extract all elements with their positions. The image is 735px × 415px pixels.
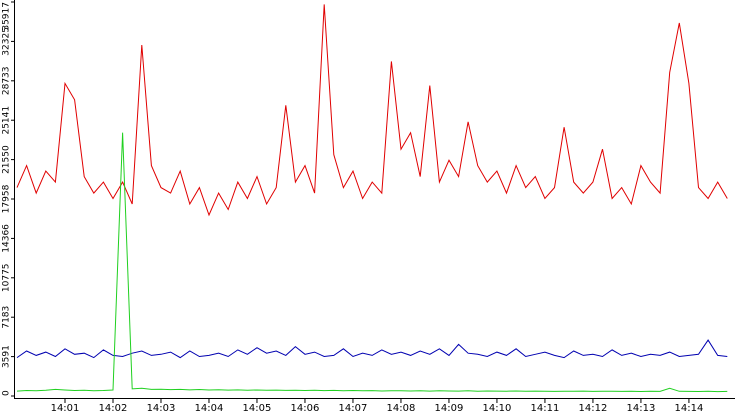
y-tick-label: 7183 xyxy=(2,306,12,329)
y-tick-label: 14366 xyxy=(2,224,12,253)
y-tick-label: 28733 xyxy=(2,66,12,95)
x-tick-label: 14:06 xyxy=(291,403,320,414)
x-tick-label: 14:08 xyxy=(387,403,416,414)
x-tick-label: 14:10 xyxy=(483,403,512,414)
x-tick-label: 14:05 xyxy=(243,403,272,414)
series-line xyxy=(16,132,728,393)
y-tick-label: 3591 xyxy=(2,345,12,368)
x-tick-label: 14:09 xyxy=(435,403,464,414)
y-tick-label: 0 xyxy=(2,390,12,396)
x-tick-label: 14:03 xyxy=(147,403,176,414)
x-tick-label: 14:07 xyxy=(339,403,368,414)
x-tick-label: 14:04 xyxy=(195,403,224,414)
y-tick-label: 17958 xyxy=(2,184,12,213)
series-line xyxy=(16,4,728,217)
x-tick-label: 14:11 xyxy=(531,403,560,414)
x-tick-label: 14:12 xyxy=(579,403,608,414)
series-line xyxy=(16,339,728,359)
x-tick-label: 14:01 xyxy=(51,403,80,414)
y-tick-label: 10775 xyxy=(2,263,12,292)
y-tick-label: 32325 xyxy=(2,27,12,56)
y-tick-label: 35917 xyxy=(2,2,12,31)
x-tick-label: 14:13 xyxy=(627,403,656,414)
x-tick-label: 14:14 xyxy=(675,403,704,414)
y-tick-label: 25141 xyxy=(2,106,12,135)
x-tick-label: 14:02 xyxy=(99,403,128,414)
y-tick-label: 21550 xyxy=(2,145,12,174)
